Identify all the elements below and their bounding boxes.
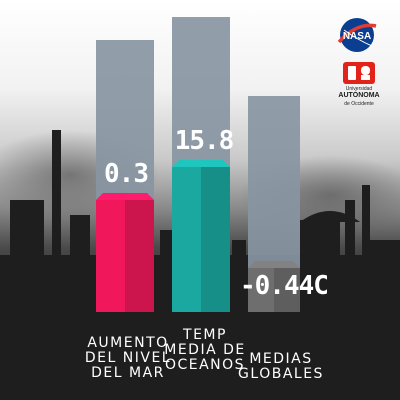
- nasa-logo: NASA: [337, 18, 377, 52]
- bar-side-sea-level: [125, 200, 154, 312]
- value-label-ocean-temp: 15.8: [174, 126, 235, 156]
- bar-side-ocean-temp: [201, 167, 230, 312]
- nasa-logo-text: NASA: [343, 31, 371, 42]
- bar-top-ocean-temp: [172, 160, 230, 167]
- bar-side-global-averages: [274, 268, 300, 312]
- uao-logo-line2: AUTÓNOMA: [338, 92, 380, 99]
- value-label-sea-level: 0.3: [104, 159, 149, 189]
- uao-logo-line1: Universidad: [345, 86, 373, 92]
- category-label-sea-level: AUMENTO DEL NIVEL DEL MAR: [84, 335, 172, 381]
- category-label-global-averages: MEDIAS GLOBALES: [238, 351, 324, 382]
- value-label-global-averages: -0.44C: [240, 271, 329, 301]
- bar-top-sea-level: [96, 193, 154, 200]
- bar-top-global-averages: [248, 261, 300, 268]
- category-label-ocean-temp: TEMP MEDIA DE OCEANOS: [164, 327, 246, 373]
- uao-logo: [343, 62, 375, 84]
- uao-logo-line3: de Occidente: [344, 101, 374, 107]
